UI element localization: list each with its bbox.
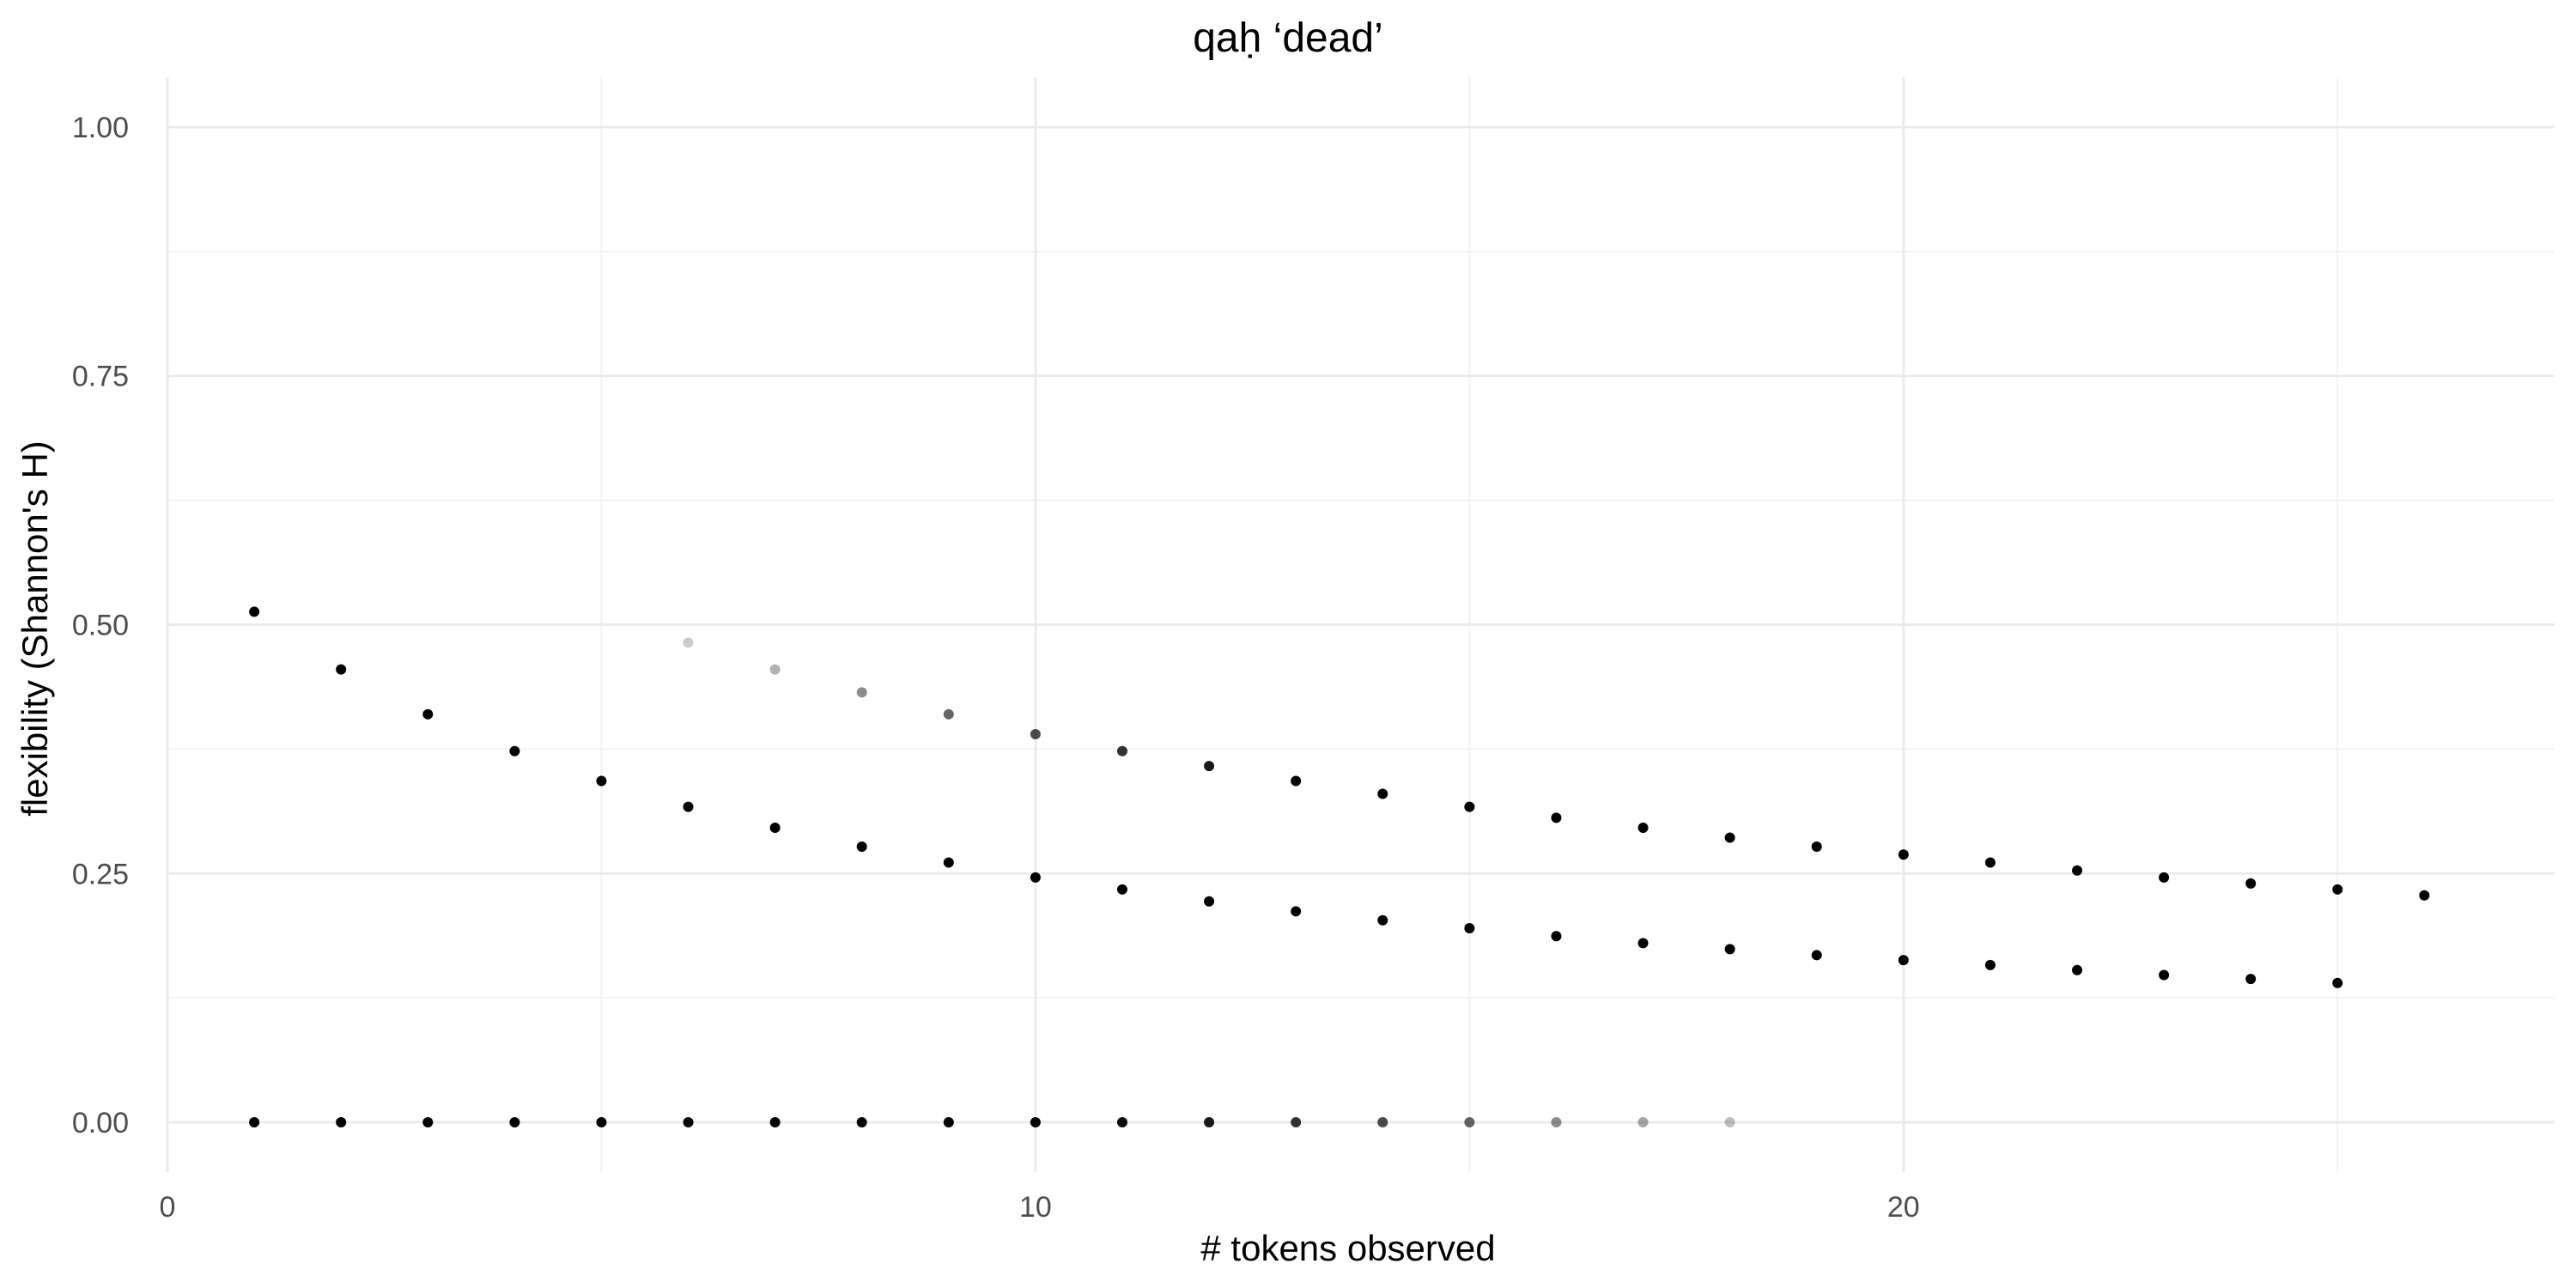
x-tick-label: 10 <box>1019 1191 1052 1224</box>
y-tick-label: 0.75 <box>72 361 129 393</box>
x-axis-title: # tokens observed <box>1200 1228 1495 1268</box>
data-point <box>1898 955 1909 966</box>
data-point <box>2245 974 2257 985</box>
data-point <box>596 1117 607 1128</box>
data-point <box>509 1117 520 1128</box>
data-point <box>683 637 694 648</box>
data-point <box>856 687 867 698</box>
data-point <box>1464 801 1475 812</box>
data-point <box>1204 896 1215 907</box>
data-point <box>336 664 347 675</box>
data-point <box>856 1117 867 1128</box>
data-point <box>1464 923 1475 934</box>
y-axis-title: flexibility (Shannon's H) <box>15 440 55 817</box>
data-point <box>769 1117 781 1128</box>
data-points <box>249 606 2430 1128</box>
y-tick-label: 1.00 <box>72 112 129 144</box>
data-point <box>1637 822 1649 833</box>
data-point <box>943 708 954 720</box>
data-point <box>1984 857 1996 868</box>
data-point <box>1377 1117 1388 1128</box>
data-point <box>1117 745 1127 756</box>
data-point <box>1464 1117 1475 1128</box>
data-point <box>249 606 260 617</box>
data-point <box>2072 964 2082 975</box>
data-point <box>1291 906 1302 917</box>
data-point <box>1551 931 1562 942</box>
data-point <box>2332 977 2343 988</box>
data-point <box>769 822 781 833</box>
data-point <box>422 1117 434 1128</box>
data-point <box>1377 788 1388 799</box>
data-point <box>2419 890 2430 901</box>
data-point <box>2159 969 2170 981</box>
grid <box>166 77 2555 1172</box>
chart-title: qaḥ ‘dead’ <box>1193 15 1383 61</box>
data-point <box>1898 849 1909 860</box>
data-point <box>596 775 607 787</box>
data-point <box>1637 938 1649 949</box>
data-point <box>1724 1117 1735 1128</box>
y-tick-label: 0.25 <box>72 858 129 890</box>
data-point <box>1117 884 1127 895</box>
data-point <box>856 841 867 852</box>
data-point <box>683 1117 694 1128</box>
data-point <box>509 745 520 756</box>
data-point <box>1030 872 1041 883</box>
data-point <box>422 708 434 720</box>
data-point <box>1204 1117 1215 1128</box>
data-point <box>683 801 694 812</box>
data-point <box>1551 812 1562 823</box>
data-point <box>249 1117 260 1128</box>
data-point <box>2072 865 2082 876</box>
y-tick-label: 0.50 <box>72 610 129 642</box>
data-point <box>336 1117 347 1128</box>
data-point <box>943 1117 954 1128</box>
data-point <box>2332 884 2343 895</box>
data-point <box>1291 775 1302 787</box>
data-point <box>1377 914 1388 926</box>
data-point <box>2159 872 2170 883</box>
data-point <box>1724 832 1735 843</box>
data-point <box>1291 1117 1302 1128</box>
data-point <box>1204 761 1215 772</box>
data-point <box>1984 959 1996 970</box>
data-point <box>1030 729 1041 739</box>
y-tick-label: 0.00 <box>72 1107 129 1139</box>
data-point <box>1811 841 1822 852</box>
data-point <box>1551 1117 1562 1128</box>
x-axis-ticks: 0 10 20 <box>160 1191 1920 1224</box>
x-tick-label: 20 <box>1887 1191 1920 1224</box>
data-point <box>1637 1117 1649 1128</box>
data-point <box>1117 1117 1127 1128</box>
data-point <box>1811 950 1822 961</box>
data-point <box>769 664 781 675</box>
y-axis-ticks: 0.00 0.25 0.50 0.75 1.00 <box>72 112 129 1139</box>
data-point <box>2245 878 2257 889</box>
data-point <box>1724 944 1735 955</box>
data-point <box>1030 1117 1041 1128</box>
data-point <box>943 857 954 868</box>
x-tick-label: 0 <box>160 1191 176 1224</box>
